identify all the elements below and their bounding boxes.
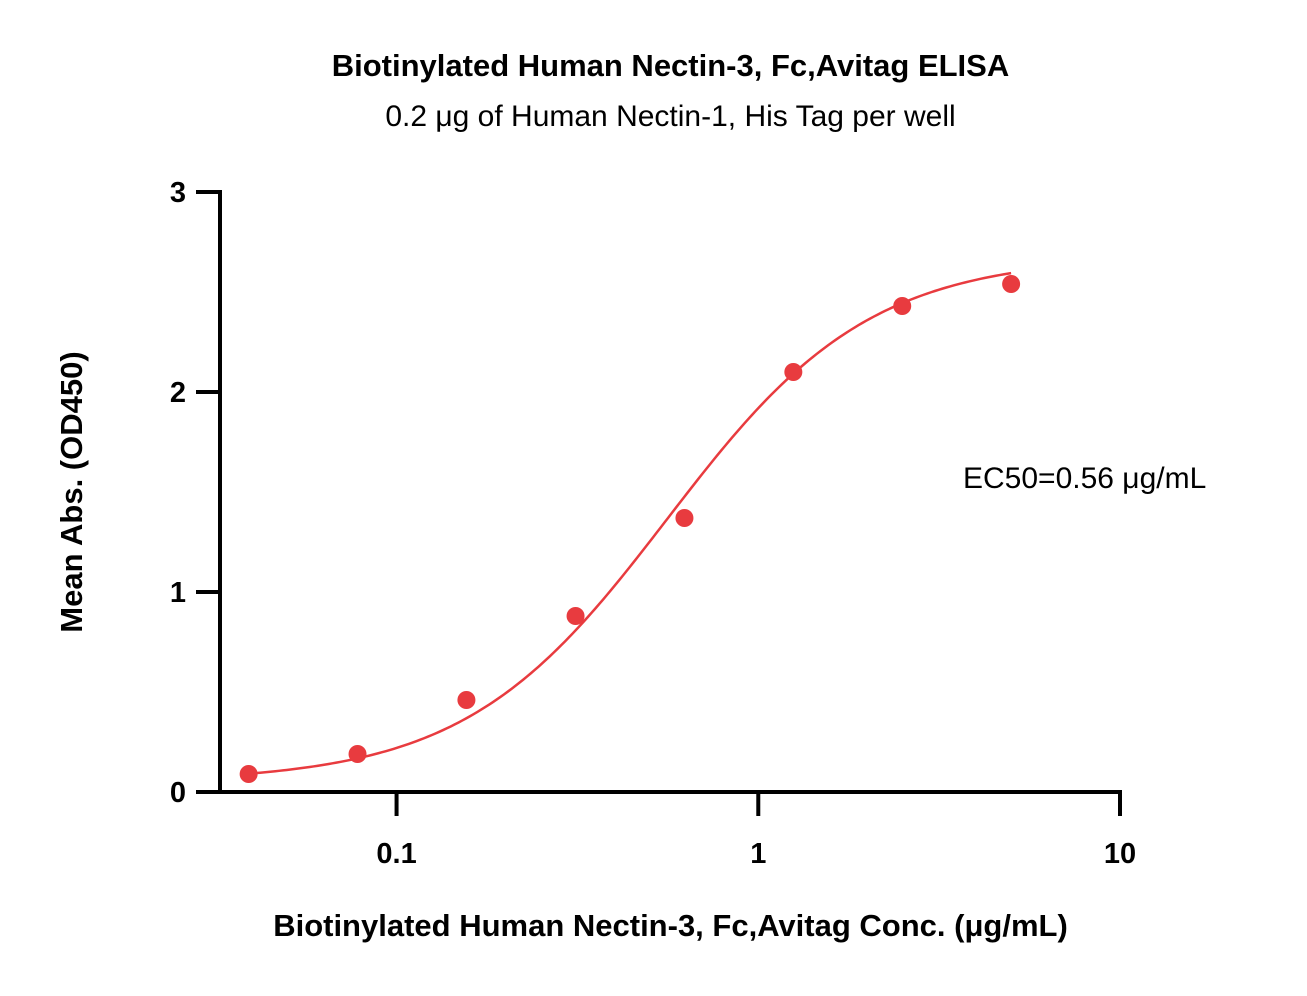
y-tick-label: 3 xyxy=(170,177,186,209)
data-point xyxy=(348,745,367,763)
y-tick-label: 1 xyxy=(170,577,186,609)
y-tick-label: 0 xyxy=(170,777,186,809)
ec50-annotation: EC50=0.56 μg/mL xyxy=(963,462,1207,495)
chart-subtitle: 0.2 μg of Human Nectin-1, His Tag per we… xyxy=(385,100,956,133)
data-point xyxy=(784,363,803,381)
chart-title: Biotinylated Human Nectin-3, Fc,Avitag E… xyxy=(331,48,1010,83)
fit-curve-line xyxy=(248,271,1012,775)
data-point xyxy=(1002,275,1021,293)
data-point xyxy=(675,509,694,527)
y-tick-label: 2 xyxy=(170,377,186,409)
data-point xyxy=(566,607,585,625)
data-point xyxy=(893,297,912,315)
data-point xyxy=(239,765,258,783)
x-tick-label: 1 xyxy=(750,838,766,870)
x-tick-label: 10 xyxy=(1104,838,1136,870)
data-point xyxy=(457,691,476,709)
x-tick-label: 0.1 xyxy=(376,838,416,870)
x-axis-label: Biotinylated Human Nectin-3, Fc,Avitag C… xyxy=(273,908,1068,943)
